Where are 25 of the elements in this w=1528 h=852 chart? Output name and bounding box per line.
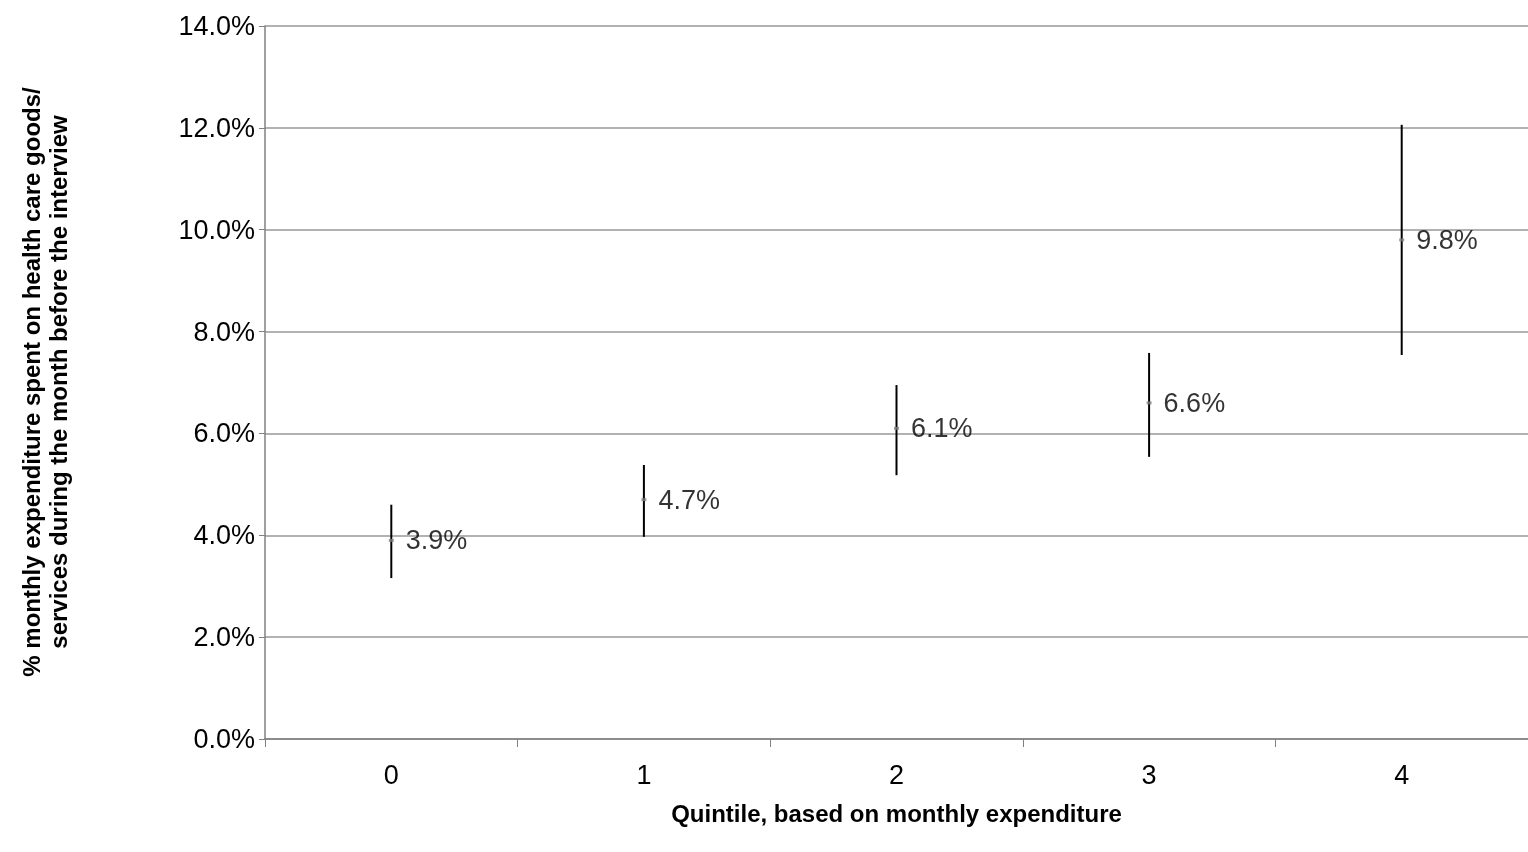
x-tick-label: 1	[636, 759, 652, 790]
y-axis-title: % monthly expenditure spent on health care goods/services during the month before the interview	[18, 86, 72, 677]
x-tick-label: 4	[1394, 759, 1410, 790]
point	[1399, 238, 1405, 242]
y-tick-label: 10.0%	[178, 214, 255, 245]
point	[388, 538, 394, 542]
y-tick-label: 8.0%	[193, 316, 255, 347]
y-tick-label: 12.0%	[178, 112, 255, 143]
y-tick-label: 2.0%	[193, 622, 255, 653]
data-label: 4.7%	[658, 484, 720, 515]
y-tick-label: 4.0%	[193, 520, 255, 551]
point	[641, 498, 647, 502]
y-tick-label: 0.0%	[193, 724, 255, 754]
x-tick-label: 0	[383, 759, 399, 790]
x-axis-title: Quintile, based on monthly expenditure	[671, 799, 1122, 827]
x-tick-label: 3	[1141, 759, 1157, 790]
data-label: 6.6%	[1163, 387, 1226, 418]
data-label: 9.8%	[1416, 224, 1478, 255]
point	[894, 426, 899, 430]
y-tick-label: 6.0%	[193, 418, 255, 449]
data-label: 6.1%	[911, 413, 973, 444]
data-label: 3.9%	[405, 525, 468, 556]
x-tick-label: 2	[888, 759, 905, 790]
y-tick-label: 14.0%	[178, 11, 255, 41]
point	[1146, 401, 1152, 405]
